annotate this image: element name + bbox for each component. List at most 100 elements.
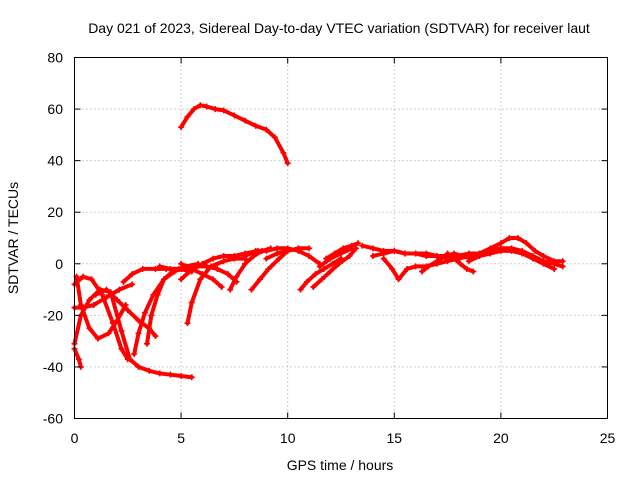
data-point (103, 286, 110, 293)
data-point (455, 255, 462, 262)
data-point (220, 258, 227, 265)
data-point (506, 235, 513, 241)
data-point (380, 255, 387, 262)
data-point (214, 265, 221, 272)
data-point (346, 253, 353, 260)
x-axis-label: GPS time / hours (287, 457, 394, 473)
y-tick-label: -40 (43, 359, 63, 375)
y-tick-label: 80 (47, 50, 63, 66)
data-point (263, 247, 270, 254)
data-point (80, 304, 87, 311)
data-point (532, 247, 539, 254)
y-tick-label: 40 (47, 153, 63, 169)
data-point (320, 265, 327, 272)
data-point (218, 283, 225, 290)
data-point (318, 276, 325, 283)
data-point (444, 250, 451, 257)
data-point (256, 276, 263, 283)
data-point (116, 286, 123, 293)
data-point (271, 134, 278, 141)
data-point (129, 271, 136, 278)
series-layer (71, 102, 566, 381)
data-point (86, 296, 93, 303)
series-arc-ab (465, 247, 558, 272)
data-point (391, 247, 398, 254)
data-point (450, 250, 457, 257)
data-point (404, 265, 411, 272)
data-point (197, 276, 204, 283)
series-line (72, 346, 83, 369)
data-point (284, 160, 291, 167)
series-line (298, 256, 343, 292)
series-arc-y (444, 250, 477, 275)
data-point (369, 253, 376, 260)
data-point (497, 247, 504, 254)
data-point (124, 356, 131, 363)
y-tick-label: 20 (47, 204, 63, 220)
x-tick-label: 25 (600, 430, 616, 446)
data-point (276, 255, 283, 262)
data-point (433, 253, 440, 260)
data-point (135, 330, 142, 337)
data-point (335, 260, 342, 267)
data-point (148, 312, 155, 319)
series-arc-b (73, 273, 129, 342)
grid (74, 57, 608, 419)
data-point (540, 253, 547, 260)
data-point (519, 250, 526, 257)
chart-title: Day 021 of 2023, Sidereal Day-to-day VTE… (88, 20, 590, 36)
data-point (369, 245, 376, 252)
data-point (340, 245, 347, 252)
data-point (161, 276, 168, 283)
data-point (141, 309, 148, 316)
data-point (306, 253, 313, 260)
data-point (118, 327, 125, 334)
data-point (263, 255, 270, 262)
data-point (331, 250, 338, 257)
series-arc-high (178, 102, 291, 167)
data-point (178, 265, 185, 272)
data-point (412, 263, 419, 270)
data-point (303, 278, 310, 285)
data-point (114, 296, 121, 303)
data-point (465, 258, 472, 265)
data-point (139, 265, 146, 272)
y-tick-label: 0 (55, 256, 63, 272)
data-point (433, 258, 440, 265)
data-point (425, 263, 432, 270)
series-arc-n (242, 245, 323, 267)
data-point (514, 235, 521, 241)
data-point (412, 250, 419, 257)
data-point (401, 250, 408, 257)
data-point (465, 253, 472, 260)
data-point (419, 268, 426, 275)
data-point (118, 345, 125, 352)
y-tick-label: -20 (43, 307, 63, 323)
data-point (188, 374, 195, 381)
data-point (231, 253, 238, 260)
data-point (523, 240, 530, 247)
y-tick-label: -60 (43, 411, 63, 427)
data-point (252, 247, 259, 254)
data-point (242, 117, 249, 124)
data-point (274, 250, 281, 257)
data-point (529, 255, 536, 262)
series-line (477, 236, 565, 264)
data-point (86, 325, 93, 332)
plot-frame (74, 57, 608, 419)
data-point (242, 253, 249, 260)
data-point (190, 106, 197, 113)
data-point (284, 247, 291, 254)
x-tick-label: 0 (71, 430, 79, 446)
ticks (74, 57, 608, 419)
data-point (220, 253, 227, 260)
data-point (105, 330, 112, 337)
data-point (212, 106, 219, 113)
y-tick-label: 60 (47, 101, 63, 117)
data-point (203, 263, 210, 270)
data-point (395, 276, 402, 283)
data-point (80, 273, 87, 280)
x-tick-labels: 0 5 10 15 20 25 (71, 430, 616, 446)
data-point (551, 265, 558, 272)
data-point (167, 371, 174, 378)
